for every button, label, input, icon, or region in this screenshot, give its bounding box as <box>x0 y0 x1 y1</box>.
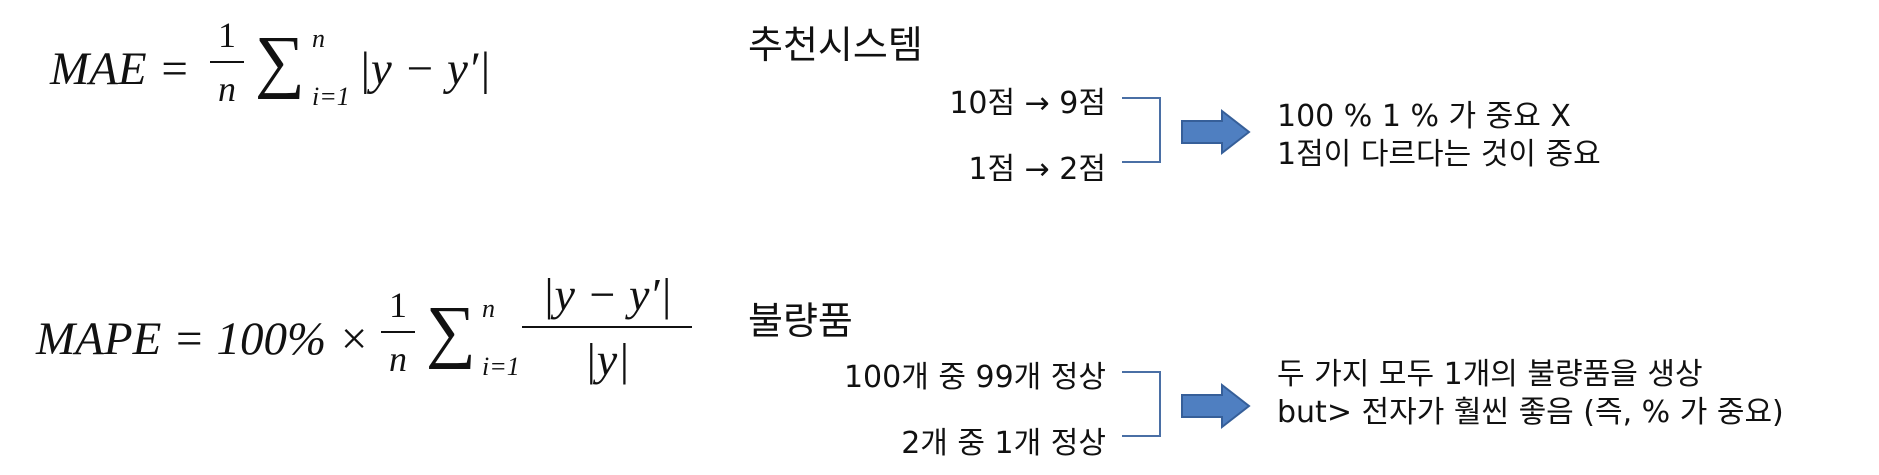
mape-ratio-numerator: |y − y′| <box>541 269 673 320</box>
mae-formula: MAE = 1 n ∑ n i=1 |y − y′| <box>50 8 500 128</box>
bracket-defective <box>1122 371 1161 437</box>
mae-frac-denominator: n <box>218 69 236 109</box>
case-100-99: 100개 중 99개 정상 <box>843 360 1106 395</box>
mae-frac-numerator: 1 <box>218 15 236 55</box>
note-line: 두 가지 모두 1개의 불량품을 생상 <box>1277 357 1703 392</box>
case-2-1: 2개 중 1개 정상 <box>901 426 1106 461</box>
mae-sigma: ∑ <box>255 23 305 100</box>
mae-upper-limit: n <box>312 24 325 53</box>
mape-fraction: 1 n <box>381 284 415 380</box>
mape-ratio-denominator: |y| <box>584 334 630 385</box>
note-line: 100 % 1 % 가 중요 X <box>1277 99 1571 134</box>
case-1-to-2: 1점 → 2점 <box>968 152 1106 187</box>
mape-frac-denominator: n <box>389 339 407 379</box>
bracket-recommender <box>1122 97 1161 163</box>
section-heading-recommender: 추천시스템 <box>748 23 923 67</box>
note-defective: 두 가지 모두 1개의 불량품을 생상 but> 전자가 훨씬 좋음 (즉, %… <box>1277 356 1784 432</box>
note-recommender: 100 % 1 % 가 중요 X 1점이 다르다는 것이 중요 <box>1277 98 1601 174</box>
mape-formula: MAPE = 100% × 1 n ∑ n i=1 |y − y′| |y| <box>36 268 692 428</box>
mae-body: |y − y′| <box>358 43 492 95</box>
note-line: 1점이 다르다는 것이 중요 <box>1277 137 1601 172</box>
right-arrow-icon <box>1181 382 1251 430</box>
case-10-to-9: 10점 → 9점 <box>949 86 1106 121</box>
mape-ratio-fraction: |y − y′| |y| <box>522 268 692 386</box>
mae-lhs: MAE = <box>50 43 191 95</box>
arrow-shape <box>1181 108 1251 156</box>
mae-lower-limit: i=1 <box>312 82 350 111</box>
mape-frac-numerator: 1 <box>389 285 407 325</box>
mape-lhs: MAPE = 100% × <box>36 313 370 365</box>
mape-sigma: ∑ <box>426 293 476 370</box>
mape-frac-bar <box>381 331 415 333</box>
section-heading-defective: 불량품 <box>748 299 853 343</box>
mape-ratio-bar <box>522 326 692 328</box>
mae-fraction: 1 n <box>210 14 244 110</box>
mape-lower-limit: i=1 <box>482 352 520 381</box>
right-arrow-icon <box>1181 108 1251 156</box>
arrow-shape <box>1181 382 1251 430</box>
mape-upper-limit: n <box>482 294 495 323</box>
note-line: but> 전자가 훨씬 좋음 (즉, % 가 중요) <box>1277 395 1784 430</box>
mae-frac-bar <box>210 61 244 63</box>
